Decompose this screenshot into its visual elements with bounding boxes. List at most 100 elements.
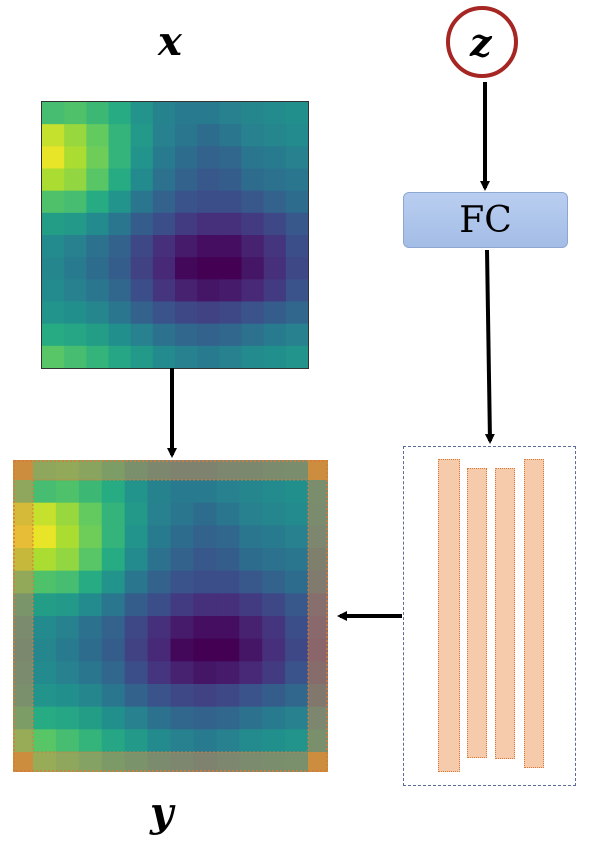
heatmap-cell [197, 190, 220, 214]
heatmap-cell [197, 235, 220, 258]
heatmap-cell [42, 212, 65, 236]
heatmap-cell [197, 323, 220, 347]
heatmap-cell [42, 168, 65, 192]
heatmap-cell [152, 257, 176, 280]
filter-band-4 [524, 459, 544, 768]
heatmap-cell [86, 212, 109, 236]
heatmap-cell [152, 301, 176, 325]
heatmap-cell [197, 257, 220, 280]
heatmap-cell [42, 124, 65, 147]
heatmap-cell [152, 168, 176, 192]
heatmap-cell [175, 345, 198, 368]
heatmap-cell [108, 146, 132, 169]
heatmap-cell [241, 257, 265, 280]
heatmap-cell [42, 323, 65, 347]
heatmap-cell [219, 168, 242, 192]
heatmap-cell [263, 345, 287, 368]
heatmap-cell [219, 235, 242, 258]
heatmap-cell [130, 257, 154, 280]
filter-band-3 [495, 468, 515, 759]
heatmap-cell [64, 257, 87, 280]
heatmap-cell [263, 279, 287, 302]
heatmap-cell [219, 257, 242, 280]
heatmap-cell [175, 235, 198, 258]
heatmap-cell [285, 146, 308, 169]
heatmap-cell [241, 301, 265, 325]
heatmap-cell [130, 102, 154, 125]
latent-z-label: z [470, 20, 492, 65]
heatmap-cell [263, 124, 287, 147]
heatmap-cell [86, 301, 109, 325]
heatmap-cell [285, 212, 308, 236]
heatmap-cell [86, 235, 109, 258]
heatmap-cell [64, 235, 87, 258]
filter-band-1 [438, 459, 460, 772]
heatmap-cell [152, 279, 176, 302]
heatmap-cell [130, 212, 154, 236]
heatmap-cell [175, 190, 198, 214]
heatmap-cell [86, 124, 109, 147]
heatmap-cell [219, 146, 242, 169]
heatmap-cell [86, 146, 109, 169]
heatmap-cell [152, 146, 176, 169]
heatmap-cell [219, 301, 242, 325]
heatmap-cell [86, 257, 109, 280]
heatmap-cell [108, 102, 132, 125]
heatmap-cell [152, 323, 176, 347]
heatmap-cell [130, 323, 154, 347]
heatmap-cell [64, 212, 87, 236]
heatmap-cell [219, 102, 242, 125]
heatmap-cell [86, 168, 109, 192]
heatmap-cell [263, 168, 287, 192]
heatmap-cell [285, 124, 308, 147]
heatmap-cell [175, 323, 198, 347]
heatmap-cell [42, 235, 65, 258]
heatmap-cell [152, 212, 176, 236]
heatmap-cell [175, 212, 198, 236]
heatmap-cell [42, 257, 65, 280]
heatmap-cell [64, 102, 87, 125]
heatmap-cell [219, 345, 242, 368]
heatmap-cell [86, 345, 109, 368]
heatmap-cell [241, 323, 265, 347]
heatmap-cell [197, 279, 220, 302]
heatmap-cell [130, 301, 154, 325]
heatmap-cell [219, 212, 242, 236]
heatmap-cell [64, 323, 87, 347]
input-x-label: x [158, 18, 182, 65]
heatmap-cell [64, 279, 87, 302]
heatmap-cell [241, 124, 265, 147]
heatmap-cell [219, 279, 242, 302]
heatmap-cell [108, 235, 132, 258]
generated-filters-box [403, 446, 576, 786]
heatmap-cell [263, 212, 287, 236]
fc-layer-label: FC [459, 199, 512, 241]
heatmap-cell [285, 235, 308, 258]
heatmap-cell [197, 212, 220, 236]
heatmap-cell [42, 190, 65, 214]
heatmap-cell [42, 146, 65, 169]
heatmap-cell [108, 168, 132, 192]
heatmap-cell [285, 168, 308, 192]
heatmap-cell [285, 301, 308, 325]
heatmap-cell [175, 102, 198, 125]
heatmap-cell [241, 146, 265, 169]
heatmap-cell [219, 124, 242, 147]
heatmap-cell [130, 168, 154, 192]
heatmap-cell [108, 301, 132, 325]
heatmap-cell [285, 323, 308, 347]
heatmap-cell [175, 301, 198, 325]
heatmap-cell [86, 279, 109, 302]
heatmap-cell [241, 345, 265, 368]
heatmap-cell [197, 146, 220, 169]
heatmap-cell [130, 124, 154, 147]
heatmap-cell [175, 168, 198, 192]
heatmap-cell [152, 124, 176, 147]
heatmap-cell [130, 345, 154, 368]
heatmap-cell [108, 190, 132, 214]
heatmap-cell [263, 146, 287, 169]
heatmap-cell [241, 168, 265, 192]
fc-layer-box: FC [403, 192, 568, 248]
heatmap-cell [152, 345, 176, 368]
arrow-fc-to-filters [484, 249, 495, 444]
